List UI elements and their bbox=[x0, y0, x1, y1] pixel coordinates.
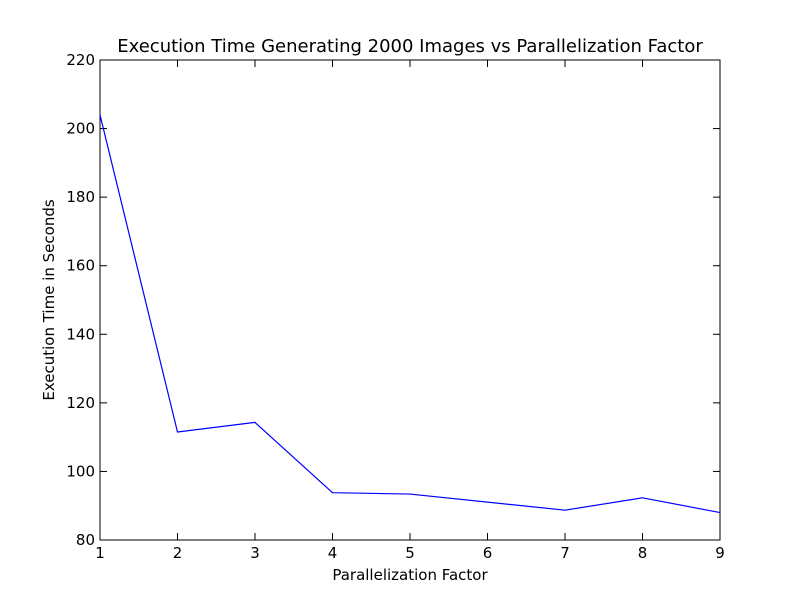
x-axis-title: Parallelization Factor bbox=[332, 566, 488, 584]
y-tick-label: 120 bbox=[66, 394, 95, 412]
series-layer bbox=[99, 114, 721, 514]
series-line bbox=[99, 114, 721, 514]
data-point bbox=[176, 431, 179, 433]
x-tick-label: 9 bbox=[715, 544, 725, 562]
x-tick-label: 7 bbox=[560, 544, 570, 562]
y-tick-label: 140 bbox=[66, 325, 95, 343]
y-tick-label: 100 bbox=[66, 462, 95, 480]
y-tick-label: 180 bbox=[66, 188, 95, 206]
axis-tick-labels: 1 2 3 4 5 6 7 8 9 80 100 120 140 160 180 200 220 bbox=[66, 51, 724, 562]
data-point bbox=[719, 511, 721, 514]
x-tick-label: 5 bbox=[405, 544, 415, 562]
y-tick-label: 220 bbox=[66, 51, 95, 69]
data-point bbox=[409, 493, 411, 495]
chart-title: Execution Time Generating 2000 Images vs… bbox=[117, 36, 703, 57]
y-tick-label: 160 bbox=[66, 257, 95, 275]
x-tick-label: 8 bbox=[638, 544, 648, 562]
data-point bbox=[99, 114, 101, 116]
x-tick-label: 4 bbox=[328, 544, 338, 562]
y-axis-title: Execution Time in Seconds bbox=[40, 199, 58, 400]
x-tick-label: 6 bbox=[483, 544, 493, 562]
data-point bbox=[331, 492, 334, 494]
x-tick-label: 2 bbox=[173, 544, 183, 562]
data-point bbox=[254, 421, 256, 423]
y-tick-label: 80 bbox=[76, 531, 95, 549]
x-tick-label: 1 bbox=[95, 544, 105, 562]
axis-ticks bbox=[99, 59, 721, 541]
x-tick-label: 3 bbox=[250, 544, 260, 562]
data-point bbox=[641, 497, 644, 499]
y-tick-label: 200 bbox=[66, 120, 95, 138]
data-point bbox=[564, 509, 566, 511]
